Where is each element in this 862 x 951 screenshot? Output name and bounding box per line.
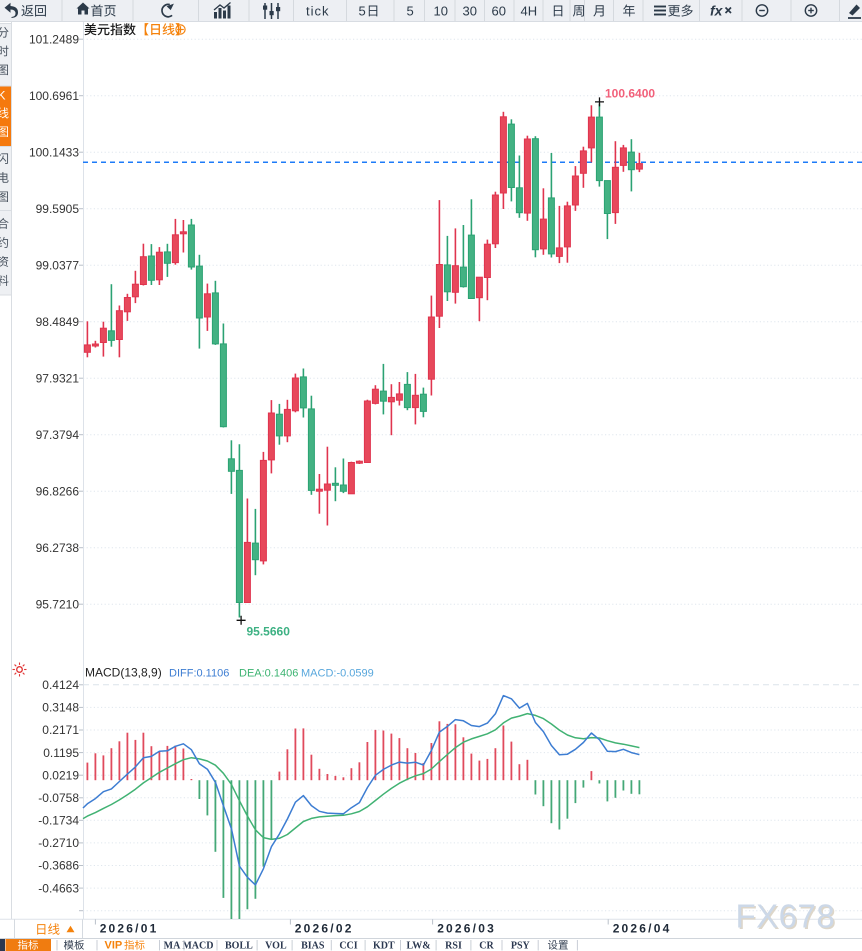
svg-text:97.3794: 97.3794 xyxy=(36,428,80,442)
svg-text:2026/02: 2026/02 xyxy=(295,921,354,935)
svg-text:DEA:0.1406: DEA:0.1406 xyxy=(239,667,298,679)
svg-text:K: K xyxy=(0,89,6,103)
svg-text:0.1195: 0.1195 xyxy=(43,746,79,760)
svg-text:0.0219: 0.0219 xyxy=(42,768,79,782)
svg-text:fx: fx xyxy=(710,3,724,19)
svg-text:0.4124: 0.4124 xyxy=(42,678,79,692)
svg-text:5: 5 xyxy=(407,4,414,19)
svg-text:-0.1734: -0.1734 xyxy=(38,814,79,828)
svg-text:95.7210: 95.7210 xyxy=(36,597,80,611)
svg-text:60: 60 xyxy=(492,4,506,19)
svg-text:CR: CR xyxy=(479,940,494,951)
svg-text:CCI: CCI xyxy=(339,940,357,951)
svg-text:PSY: PSY xyxy=(511,940,531,951)
svg-text:2026/04: 2026/04 xyxy=(613,921,672,935)
svg-text:10: 10 xyxy=(434,4,448,19)
svg-text:MA: MA xyxy=(164,940,181,951)
svg-text:95.5660: 95.5660 xyxy=(247,625,291,639)
svg-text:96.8266: 96.8266 xyxy=(36,484,80,498)
svg-text:0.3148: 0.3148 xyxy=(42,701,79,715)
svg-text:97.9321: 97.9321 xyxy=(36,371,80,385)
svg-text:-0.2710: -0.2710 xyxy=(38,836,79,850)
svg-text:-0.4663: -0.4663 xyxy=(38,881,79,895)
svg-text:MACD:-0.0599: MACD:-0.0599 xyxy=(301,667,374,679)
svg-text:100.6961: 100.6961 xyxy=(29,89,79,103)
svg-text:tick: tick xyxy=(306,4,330,19)
svg-text:VIP: VIP xyxy=(105,940,123,951)
svg-text:-0.0758: -0.0758 xyxy=(38,791,79,805)
svg-text:5: 5 xyxy=(359,4,366,19)
svg-text:FX678: FX678 xyxy=(737,899,837,936)
svg-text:96.2738: 96.2738 xyxy=(36,541,80,555)
svg-text:KDT: KDT xyxy=(373,940,395,951)
svg-text:LW&: LW& xyxy=(406,940,430,951)
svg-text:MACD(13,8,9): MACD(13,8,9) xyxy=(85,666,162,680)
svg-text:BIAS: BIAS xyxy=(301,940,325,951)
svg-text:100.6400: 100.6400 xyxy=(605,87,655,101)
svg-text:4H: 4H xyxy=(521,4,538,19)
svg-text:100.1433: 100.1433 xyxy=(29,145,79,159)
svg-text:FX678: FX678 xyxy=(736,898,836,935)
svg-text:RSI: RSI xyxy=(445,940,462,951)
svg-text:MACD: MACD xyxy=(182,940,213,951)
svg-text:2026/03: 2026/03 xyxy=(437,921,496,935)
svg-text:BOLL: BOLL xyxy=(225,940,253,951)
svg-text:VOL: VOL xyxy=(265,940,287,951)
svg-text:99.0377: 99.0377 xyxy=(36,258,80,272)
svg-text:-0.3686: -0.3686 xyxy=(38,859,79,873)
svg-text:DIFF:0.1106: DIFF:0.1106 xyxy=(169,667,229,679)
svg-text:101.2489: 101.2489 xyxy=(29,32,79,46)
svg-text:0.2171: 0.2171 xyxy=(42,723,79,737)
svg-text:99.5905: 99.5905 xyxy=(36,202,80,216)
svg-text:30: 30 xyxy=(463,4,477,19)
svg-text:98.4849: 98.4849 xyxy=(36,315,80,329)
svg-text:2026/01: 2026/01 xyxy=(100,921,159,935)
